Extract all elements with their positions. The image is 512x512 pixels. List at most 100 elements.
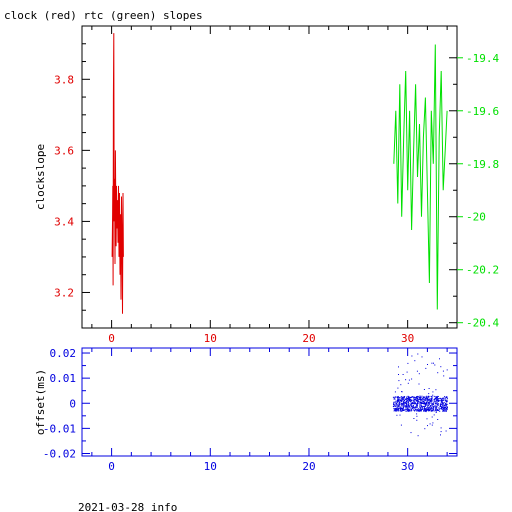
offset-point [431, 397, 433, 399]
offset-point [433, 402, 435, 404]
offset-point [397, 397, 399, 399]
offset-point [399, 399, 401, 401]
offset-point [443, 408, 445, 410]
offset-point [442, 410, 444, 412]
offset-point [433, 407, 435, 409]
offset-point [440, 366, 442, 368]
offset-point [400, 424, 402, 426]
offset-point [431, 402, 433, 404]
offset-point [406, 400, 408, 401]
offset-point [416, 396, 418, 398]
offset-point [396, 401, 398, 403]
offset-point [440, 408, 442, 410]
offset-point [408, 408, 410, 410]
offset-point [404, 402, 406, 403]
offset-point [442, 404, 444, 406]
offset-point [416, 404, 418, 405]
offset-point [419, 401, 421, 403]
offset-point [428, 409, 430, 411]
offset-point [415, 397, 417, 399]
slopes-right-tick-label: -19.4 [466, 52, 499, 65]
offset-point [428, 400, 430, 402]
offset-point [431, 398, 433, 400]
offset-point [407, 408, 409, 410]
offset-point [432, 409, 433, 411]
offset-point [425, 395, 427, 397]
offset-point [419, 410, 420, 412]
slopes-x-tick-label: 30 [401, 332, 414, 345]
offset-point [395, 409, 397, 411]
offset-point [445, 407, 447, 408]
offset-point [441, 401, 443, 403]
offset-point [423, 402, 425, 404]
offset-point [402, 403, 404, 405]
offset-point [433, 399, 435, 400]
offset-point [406, 398, 408, 400]
offset-point [444, 396, 446, 398]
offset-point [445, 402, 447, 404]
offset-point [410, 406, 412, 408]
offset-point [396, 405, 398, 407]
offset-point [418, 409, 420, 411]
offset-point [427, 407, 429, 409]
offset-point [434, 403, 436, 405]
offset-point [411, 403, 412, 405]
offset-point [402, 407, 404, 409]
offset-point [410, 397, 412, 398]
offset-point [425, 396, 427, 398]
offset-point [405, 402, 407, 404]
offset-point [442, 399, 444, 401]
offset-point [402, 374, 404, 375]
offset-point [405, 405, 407, 407]
offset-point [431, 396, 433, 398]
offset-point [437, 400, 439, 402]
offset-point [397, 387, 399, 389]
offset-point [420, 406, 422, 408]
offset-point [402, 402, 404, 404]
offset-point [401, 407, 403, 409]
offset-point [401, 404, 403, 406]
offset-point [421, 399, 423, 401]
offset-point [445, 400, 447, 402]
offset-point [407, 402, 409, 403]
offset-point [409, 400, 411, 402]
offset-point [393, 396, 395, 398]
slopes-x-tick-label: 10 [204, 332, 217, 345]
offset-point [410, 408, 412, 410]
offset-point [411, 406, 413, 407]
offset-point [418, 398, 420, 400]
offset-point [446, 409, 448, 411]
offset-point [401, 399, 403, 401]
offset-point [399, 397, 401, 399]
offset-point [395, 407, 396, 409]
offset-point [406, 404, 408, 406]
offset-point [411, 355, 413, 357]
offset-point [400, 406, 402, 408]
offset-point [394, 408, 396, 410]
offset-point [426, 402, 427, 404]
offset-point [417, 395, 419, 397]
offset-y-tick-label: 0 [69, 397, 76, 410]
offset-point [419, 404, 421, 406]
offset-point [397, 399, 399, 401]
offset-point [425, 400, 427, 402]
offset-point [413, 406, 415, 408]
offset-point [410, 404, 412, 406]
offset-point [441, 398, 443, 399]
offset-point [394, 405, 396, 407]
offset-point [432, 406, 434, 408]
offset-point [411, 378, 413, 380]
offset-point [418, 373, 420, 375]
offset-point [435, 396, 437, 398]
offset-point [421, 395, 423, 397]
offset-point [444, 409, 446, 411]
offset-point [435, 397, 437, 399]
offset-y-tick-label: -0.01 [43, 422, 76, 435]
offset-point [430, 406, 432, 408]
offset-point [434, 410, 436, 412]
offset-point [435, 412, 437, 413]
offset-point [421, 402, 423, 404]
offset-point [399, 399, 401, 401]
offset-point [407, 398, 409, 400]
